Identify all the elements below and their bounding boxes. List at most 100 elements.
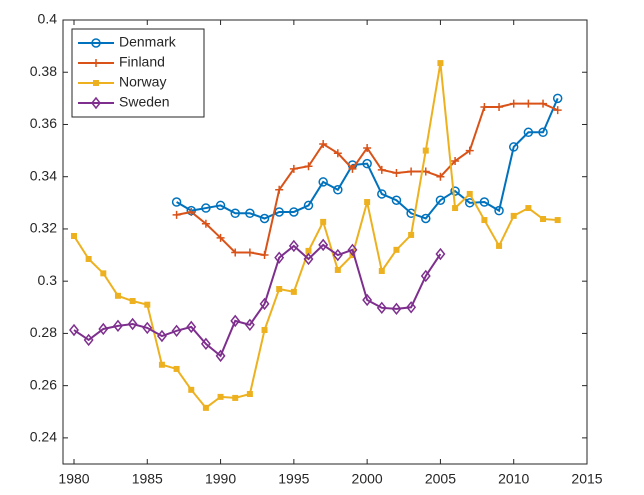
series-line [176,97,559,220]
marker [408,231,415,238]
marker [231,248,240,257]
x-tick-label: 1985 [132,471,163,487]
marker [510,212,517,219]
marker [289,164,298,173]
marker [230,208,240,219]
marker [406,301,417,314]
marker [216,233,225,242]
marker [201,219,210,228]
marker [392,169,401,178]
legend-marker [91,38,101,48]
marker [245,248,254,257]
x-tick-label: 1980 [58,471,89,487]
marker [305,247,312,254]
x-tick-label: 1990 [205,471,236,487]
marker [318,238,329,252]
marker [244,318,255,331]
y-tick-label: 0.3 [38,272,58,288]
marker [144,301,151,308]
marker [422,147,429,154]
y-tick-label: 0.36 [30,115,57,131]
marker [187,207,196,216]
marker [538,127,548,138]
marker [289,207,299,217]
legend-label: Denmark [119,34,177,50]
marker [186,320,197,334]
marker [188,386,195,393]
legend-label: Norway [119,74,166,90]
marker [129,298,136,305]
marker [554,217,561,224]
marker [232,394,239,401]
marker [525,205,532,212]
marker [259,297,270,311]
marker [288,239,299,253]
marker [200,337,211,351]
marker [363,143,372,152]
y-tick-label: 0.26 [30,376,57,392]
marker [362,158,372,169]
marker [333,185,343,195]
marker [156,329,167,343]
marker [274,251,285,264]
marker [421,213,431,224]
x-tick-label: 1995 [278,471,309,487]
marker [420,269,431,283]
marker [509,99,518,108]
marker [98,322,109,336]
x-tick-label: 2000 [352,471,383,487]
marker [407,167,416,176]
marker [114,292,121,299]
marker [391,195,402,205]
marker [276,286,283,293]
marker [303,252,314,266]
marker [304,162,313,171]
marker [142,321,153,335]
marker [334,266,341,273]
marker [171,324,182,338]
marker [173,365,180,372]
marker [260,251,269,260]
marker [245,208,255,219]
marker [436,172,445,181]
marker [508,142,519,152]
marker [230,314,241,328]
marker [261,327,268,334]
marker [158,361,165,368]
marker [202,404,209,411]
marker [319,140,328,149]
marker [85,255,92,262]
axes-box [62,19,588,465]
marker [540,216,547,223]
marker [480,102,489,111]
marker [479,197,490,207]
marker [332,248,343,262]
marker [391,302,402,316]
marker [466,190,473,197]
marker [523,127,534,138]
marker [452,205,459,212]
marker [69,323,79,337]
marker [348,164,357,173]
marker [100,270,107,277]
marker [217,393,224,400]
marker [481,217,488,224]
marker [113,319,123,333]
y-tick-label: 0.24 [30,429,57,445]
marker [172,210,181,219]
marker [496,242,503,249]
marker [553,106,562,115]
marker [437,60,444,67]
marker [246,391,253,398]
marker [320,218,327,225]
y-tick-label: 0.4 [38,11,58,27]
legend-marker [92,59,100,67]
legend-marker [93,80,99,86]
marker [347,243,358,257]
marker [127,317,138,331]
marker [70,232,77,239]
marker [83,333,94,347]
y-tick-label: 0.34 [30,167,57,183]
marker [451,157,460,166]
marker [201,203,211,213]
